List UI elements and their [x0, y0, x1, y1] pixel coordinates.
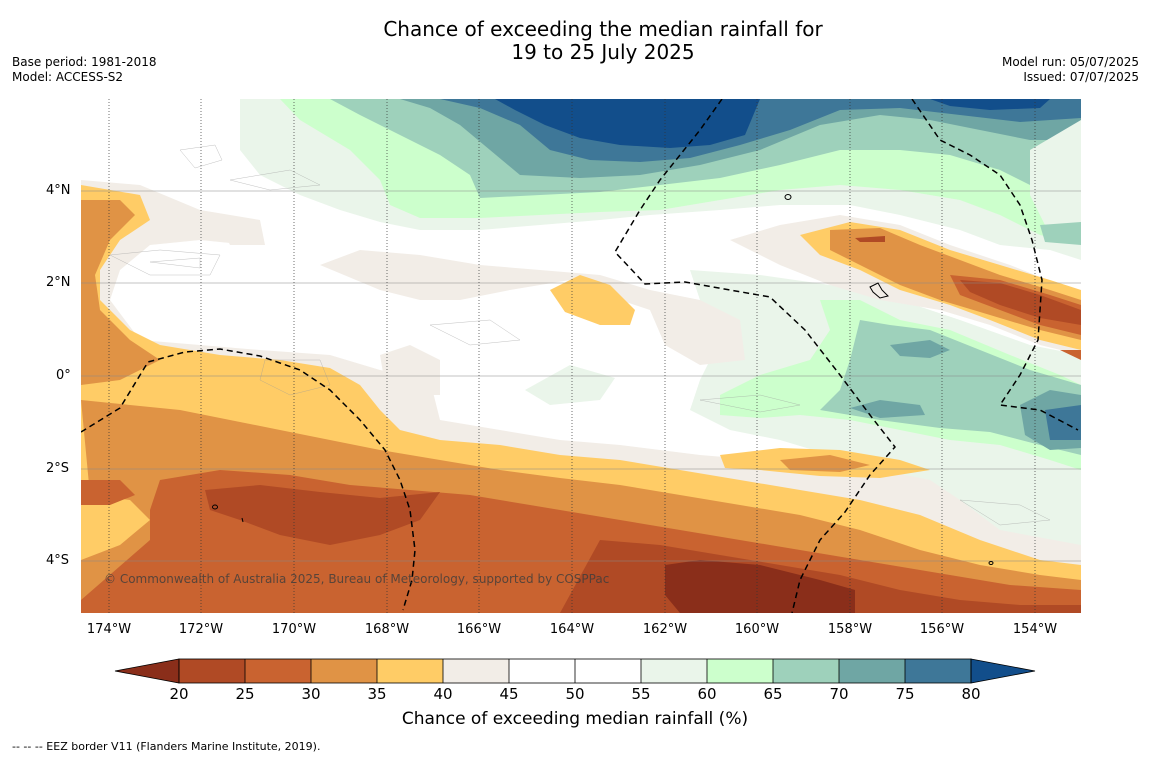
colorbar-above-80 [970, 658, 1036, 684]
band-30-35-band2 [780, 455, 870, 472]
lon-label-158w: 158°W [827, 622, 873, 637]
model-run: Model run: 05/07/2025 [1001, 55, 1139, 69]
eez-borders [81, 99, 1079, 613]
cbar-tick-55: 55 [631, 685, 651, 703]
colorbar-label: Chance of exceeding median rainfall (%) [401, 709, 749, 729]
band-25-30-dot [1060, 350, 1081, 360]
band-40-45-mid2 [380, 345, 440, 395]
colorbar-65-70 [773, 659, 839, 683]
cbar-tick-75: 75 [895, 685, 915, 703]
lat-label-2s: 2°S [46, 461, 70, 476]
cbar-tick-30: 30 [301, 685, 321, 703]
lon-label-170w: 170°W [271, 622, 317, 637]
cbar-tick-20: 20 [169, 685, 189, 703]
model-name: Model: ACCESS-S2 [12, 70, 124, 84]
band-65-70-east [820, 320, 1081, 455]
band-55-60-tr [1030, 120, 1081, 250]
lon-label-154w: 154°W [1012, 622, 1058, 637]
lon-label-166w: 166°W [456, 622, 502, 637]
lon-label-162w: 162°W [642, 622, 688, 637]
lon-label-168w: 168°W [364, 622, 410, 637]
band-below-20-south [665, 560, 855, 613]
colorbar-25-30 [245, 659, 311, 683]
chart-title: Chance of exceeding the median rainfall … [0, 18, 1150, 64]
islands [212, 194, 994, 565]
cbar-tick-70: 70 [829, 685, 849, 703]
title-line-1: Chance of exceeding the median rainfall … [383, 17, 823, 41]
cbar-tick-80: 80 [961, 685, 981, 703]
colorbar-50-55 [575, 659, 641, 683]
cbar-tick-40: 40 [433, 685, 453, 703]
meta-right: Model run: 05/07/2025 Issued: 07/07/2025 [1002, 55, 1139, 85]
cbar-tick-50: 50 [565, 685, 585, 703]
cbar-tick-45: 45 [499, 685, 519, 703]
colorbar-55-60 [641, 659, 707, 683]
band-20-25-east [855, 236, 1081, 325]
colorbar-40-45 [443, 659, 509, 683]
meta-left: Base period: 1981-2018 Model: ACCESS-S2 [12, 55, 157, 85]
colorbar-30-35 [311, 659, 377, 683]
cbar-tick-60: 60 [697, 685, 717, 703]
lon-label-156w: 156°W [919, 622, 965, 637]
colorbar-35-40 [377, 659, 443, 683]
band-55-60-small [525, 365, 615, 405]
colorbar-below-20 [114, 658, 180, 684]
band-20-25-south [205, 485, 1081, 613]
lon-label-160w: 160°W [734, 622, 780, 637]
band-above-80-north-b [930, 99, 1050, 110]
band-40-45-tl [220, 220, 265, 245]
lat-label-4n: 4°N [46, 183, 71, 198]
band-70-75-east [850, 340, 1081, 450]
colorbar-70-75 [839, 659, 905, 683]
lon-label-164w: 164°W [549, 622, 595, 637]
colorbar [114, 658, 1036, 684]
lon-label-172w: 172°W [178, 622, 224, 637]
lat-label-2n: 2°N [46, 275, 71, 290]
base-period: Base period: 1981-2018 [12, 55, 157, 69]
lon-label-174w: 174°W [86, 622, 132, 637]
issued-date: Issued: 07/07/2025 [1023, 70, 1139, 84]
band-35-40-mid [550, 275, 635, 325]
colorbar-45-50 [509, 659, 575, 683]
band-above-80-north [495, 99, 760, 148]
cbar-tick-25: 25 [235, 685, 255, 703]
band-65-70-tr [1040, 222, 1081, 245]
lat-label-0: 0° [56, 368, 71, 383]
cbar-tick-35: 35 [367, 685, 387, 703]
graticule [81, 190, 1081, 562]
colorbar-60-65 [707, 659, 773, 683]
copyright-notice: © Commonwealth of Australia 2025, Bureau… [104, 572, 610, 586]
eez-footnote: -- -- -- EEZ border V11 (Flanders Marine… [12, 740, 321, 753]
band-40-45-mid [320, 250, 745, 365]
cbar-tick-65: 65 [763, 685, 783, 703]
title-line-2: 19 to 25 July 2025 [511, 40, 695, 64]
colorbar-75-80 [905, 659, 971, 683]
lat-label-4s: 4°S [46, 553, 70, 568]
band-30-35-west [81, 200, 160, 385]
rainfall-map [81, 99, 1081, 684]
colorbar-20-25 [179, 659, 245, 683]
